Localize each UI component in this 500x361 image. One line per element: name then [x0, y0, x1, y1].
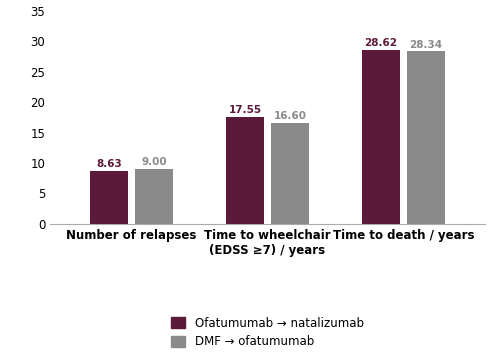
Bar: [362, 50, 400, 224]
Bar: [407, 51, 445, 224]
Text: 17.55: 17.55: [228, 105, 262, 115]
Bar: [271, 123, 309, 224]
Bar: [90, 171, 128, 224]
Text: 9.00: 9.00: [141, 157, 167, 167]
Legend: Ofatumumab → natalizumab, DMF → ofatumumab: Ofatumumab → natalizumab, DMF → ofatumum…: [166, 311, 370, 355]
Bar: [135, 169, 173, 224]
Text: 16.60: 16.60: [274, 111, 306, 121]
Text: 28.34: 28.34: [410, 40, 442, 49]
Bar: [226, 117, 264, 224]
Text: 28.62: 28.62: [364, 38, 398, 48]
Text: 8.63: 8.63: [96, 160, 122, 169]
